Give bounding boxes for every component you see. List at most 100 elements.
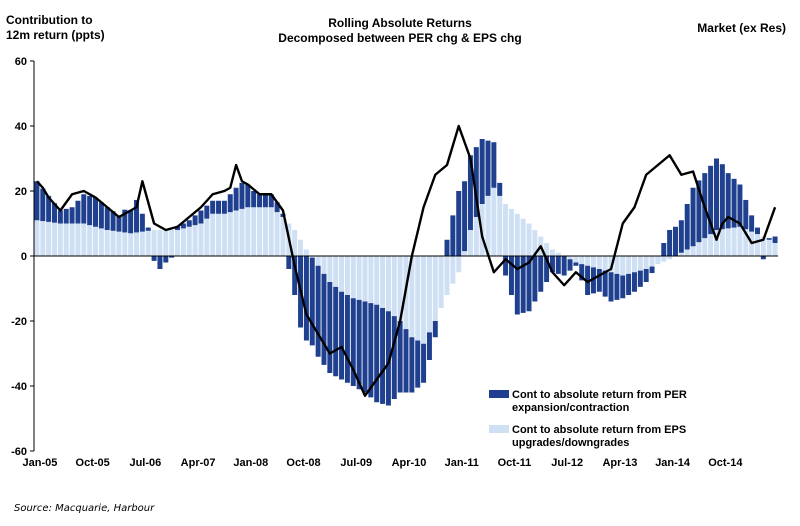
per-bar [221,200,227,214]
eps-bar [450,256,456,284]
per-bar [403,329,409,393]
per-bar [327,282,333,373]
eps-bar [333,256,339,287]
eps-bar [128,233,134,256]
chart-title-line1: Rolling Absolute Returns [328,16,472,30]
y-axis-label-line1: Contribution to [6,13,93,27]
eps-bar [649,256,655,267]
eps-bar [75,223,81,256]
per-bar [69,207,75,224]
y-ticks: 60 40 20 0 -20 -40 -60 [11,56,34,458]
per-bar [368,303,374,398]
per-bar [216,200,222,214]
eps-bar [93,226,98,256]
per-bar [561,256,567,276]
per-bar [198,210,204,224]
eps-bars [34,187,778,344]
eps-bar [725,228,731,257]
eps-bar [596,256,602,269]
eps-bar [631,256,637,273]
per-bar [462,181,468,252]
per-bar [719,164,725,230]
per-bar [385,311,391,406]
eps-bar [321,256,327,274]
per-bar [608,272,614,302]
eps-bar [204,218,210,257]
eps-bar [87,225,93,257]
per-bar [497,182,503,196]
y-axis-label-line2: 12m return (ppts) [6,28,105,42]
y-tick-label: 40 [15,121,27,133]
eps-bar [421,256,427,344]
eps-bar [620,256,626,276]
eps-bar [391,256,397,317]
eps-bar [549,249,555,256]
x-tick-label: Oct-05 [76,457,110,469]
per-bar [549,256,555,273]
per-bar [233,187,239,211]
per-bar [631,272,637,292]
eps-bar [485,195,491,257]
eps-bar [69,223,75,256]
per-bar [292,256,298,295]
eps-bar [280,217,286,256]
per-bar [421,343,427,383]
per-bar [620,275,626,299]
eps-bar [34,220,40,256]
eps-bar [104,230,110,256]
per-bar [667,230,673,256]
per-bar [356,299,362,390]
eps-bar [743,229,749,256]
per-bar [590,267,596,294]
per-bar [245,184,251,208]
per-bar [690,187,696,247]
legend-swatch-per [489,390,509,398]
eps-bar [268,207,274,256]
eps-bar [298,239,304,256]
eps-bar [216,213,222,256]
eps-bar [585,256,591,266]
per-bar [81,194,87,224]
eps-bar [684,249,690,256]
per-bar [538,256,544,292]
per-bar [473,147,479,218]
x-tick-label: Jan-11 [445,457,479,469]
eps-bar [274,212,280,257]
per-bar [626,273,632,296]
per-bar [696,180,702,243]
per-bar [573,262,579,266]
eps-bar [192,225,198,257]
per-bar [467,155,473,230]
eps-bar [497,195,503,257]
eps-bar [362,256,368,302]
eps-bar [40,221,46,256]
per-bar [192,215,198,226]
per-bar [456,191,462,256]
y-tick-label: -40 [11,381,27,393]
eps-bar [198,223,204,256]
eps-bar [514,213,520,256]
per-bar [532,256,538,302]
per-bar [585,265,591,295]
eps-bar [567,256,573,260]
per-bar [444,239,450,256]
per-bar [274,202,280,213]
eps-bar [139,231,145,257]
eps-bar [309,256,315,258]
x-tick-label: Apr-07 [181,457,216,469]
per-bar [684,204,690,250]
per-bar [508,256,514,295]
eps-bar [755,234,760,256]
per-bar [180,223,186,229]
per-bar [380,308,386,404]
eps-bar [169,230,175,256]
per-bar [714,158,719,230]
per-bar [344,295,350,383]
eps-bar [573,256,579,263]
eps-bar [772,243,778,256]
eps-bar [608,256,614,273]
eps-bar [702,238,708,257]
per-bar [104,207,110,230]
per-bar [75,200,81,224]
per-bar [602,270,608,297]
